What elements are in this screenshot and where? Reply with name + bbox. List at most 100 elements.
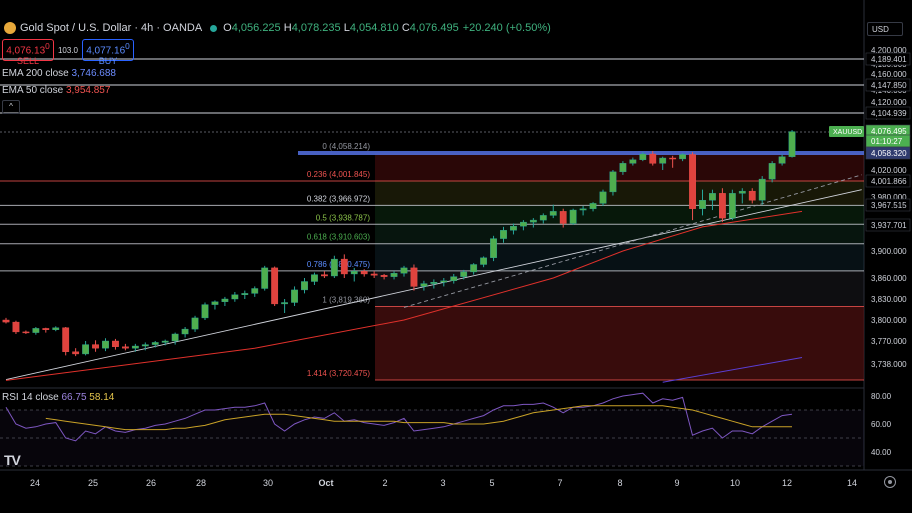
candle-body bbox=[679, 154, 687, 160]
candle-body bbox=[291, 289, 298, 303]
candle-body bbox=[490, 238, 497, 258]
candle-body bbox=[569, 209, 577, 224]
price-axis-tick: 3,800.000 bbox=[871, 316, 907, 325]
fib-label: 0.236 (4,001.845) bbox=[307, 170, 370, 179]
candle-body bbox=[410, 267, 418, 287]
time-axis-tick: 14 bbox=[847, 478, 857, 488]
fib-zone bbox=[375, 224, 864, 244]
candle-body bbox=[480, 257, 487, 265]
candle-body bbox=[221, 298, 229, 302]
price-label: 4,104.939 bbox=[871, 109, 907, 118]
candle-body bbox=[231, 294, 239, 300]
candle-body bbox=[102, 340, 109, 349]
candle-body bbox=[161, 340, 169, 343]
candle-body bbox=[500, 230, 507, 239]
rsi-axis-tick: 60.00 bbox=[871, 420, 892, 429]
candle-body bbox=[121, 346, 129, 349]
candle-body bbox=[639, 153, 647, 160]
candle-body bbox=[649, 153, 657, 164]
price-axis-tick: 3,830.000 bbox=[871, 295, 907, 304]
fib-label: 0.618 (3,910.603) bbox=[307, 233, 370, 242]
candle-body bbox=[559, 211, 567, 224]
rsi-legend[interactable]: RSI 14 close 66.75 58.14 bbox=[2, 392, 115, 403]
candle-body bbox=[112, 340, 119, 347]
candle-body bbox=[22, 331, 30, 334]
candle-body bbox=[311, 274, 318, 282]
price-axis-tick: 3,738.000 bbox=[871, 360, 907, 369]
candle-body bbox=[420, 283, 428, 287]
market-open-icon bbox=[210, 24, 218, 32]
candle-body bbox=[380, 275, 388, 277]
ohlc-readout: O4,056.225 H4,078.235 L4,054.810 C4,076.… bbox=[223, 22, 459, 34]
fib-label: 0.786 (3,870.475) bbox=[307, 260, 370, 269]
candle-body bbox=[340, 258, 348, 275]
price-label: 3,937.701 bbox=[871, 221, 907, 230]
fib-label: 0.382 (3,966.972) bbox=[307, 194, 370, 203]
candle-body bbox=[42, 328, 50, 330]
candle-body bbox=[629, 159, 637, 164]
candle-body bbox=[599, 191, 607, 204]
ema200-legend[interactable]: EMA 200 close 3,746.688 bbox=[2, 68, 116, 79]
time-axis-tick: 28 bbox=[196, 478, 206, 488]
candle-body bbox=[719, 193, 726, 219]
candle-body bbox=[400, 267, 408, 274]
candle-body bbox=[141, 344, 149, 347]
candle-body bbox=[52, 327, 60, 331]
candle-body bbox=[659, 157, 667, 164]
candle-body bbox=[619, 163, 627, 173]
rsi-axis-tick: 80.00 bbox=[871, 392, 892, 401]
settings-gear-icon[interactable] bbox=[884, 476, 896, 488]
trade-panel: 4,076.130 SELL 103.0 4,077.160 BUY bbox=[2, 39, 134, 66]
chart-header: Gold Spot / U.S. Dollar · 4h · OANDA O4,… bbox=[0, 18, 551, 38]
currency-selector[interactable]: USD bbox=[867, 22, 903, 36]
candle-body bbox=[738, 190, 746, 194]
candle-body bbox=[778, 156, 786, 164]
tradingview-logo-icon: TV bbox=[4, 452, 21, 468]
candle-body bbox=[748, 190, 756, 201]
candle-body bbox=[758, 178, 766, 201]
candle-body bbox=[709, 193, 716, 201]
fib-zone bbox=[375, 270, 864, 307]
candle-body bbox=[271, 267, 279, 305]
candle-body bbox=[788, 131, 796, 157]
ema200-line bbox=[662, 357, 803, 383]
fib-label: 0.5 (3,938.787) bbox=[316, 213, 371, 222]
price-label-box bbox=[865, 106, 911, 120]
candle-body bbox=[131, 345, 139, 349]
time-axis-tick: 26 bbox=[146, 478, 156, 488]
ema50-legend[interactable]: EMA 50 close 3,954.857 bbox=[2, 85, 111, 96]
price-axis-tick: 3,770.000 bbox=[871, 337, 907, 346]
fib-label: 1.414 (3,720.475) bbox=[307, 369, 370, 378]
candle-body bbox=[72, 351, 80, 355]
fib-zone bbox=[375, 306, 864, 380]
candle-body bbox=[261, 267, 269, 289]
fib-label: 0 (4,058.214) bbox=[322, 142, 370, 151]
fib-zone bbox=[375, 181, 864, 206]
chevron-up-icon[interactable]: ^ bbox=[2, 100, 20, 114]
sell-button[interactable]: 4,076.130 SELL bbox=[2, 39, 54, 66]
time-axis-tick: 24 bbox=[30, 478, 40, 488]
candle-body bbox=[529, 219, 537, 223]
candle-body bbox=[251, 288, 259, 294]
candle-body bbox=[301, 281, 308, 291]
candle-body bbox=[62, 327, 70, 352]
candle-body bbox=[321, 274, 328, 277]
price-axis-tick: 3,860.000 bbox=[871, 274, 907, 283]
candle-body bbox=[589, 203, 597, 209]
symbol-badge-label: XAUUSD bbox=[833, 129, 862, 136]
spread-value: 103.0 bbox=[57, 45, 79, 55]
candle-body bbox=[241, 293, 249, 295]
trend-line bbox=[403, 174, 862, 308]
candle-body bbox=[579, 208, 587, 211]
buy-button[interactable]: 4,077.160 BUY bbox=[82, 39, 134, 66]
candle-body bbox=[92, 344, 99, 349]
candle-body bbox=[699, 200, 706, 209]
candle-body bbox=[460, 271, 468, 277]
price-label: 3,967.515 bbox=[871, 201, 907, 210]
symbol-title[interactable]: Gold Spot / U.S. Dollar · 4h · OANDA bbox=[20, 22, 203, 34]
time-axis-tick: 30 bbox=[263, 478, 273, 488]
price-axis-tick: 4,120.000 bbox=[871, 98, 907, 107]
price-label: 4,189.401 bbox=[871, 55, 907, 64]
candle-body bbox=[32, 328, 40, 333]
